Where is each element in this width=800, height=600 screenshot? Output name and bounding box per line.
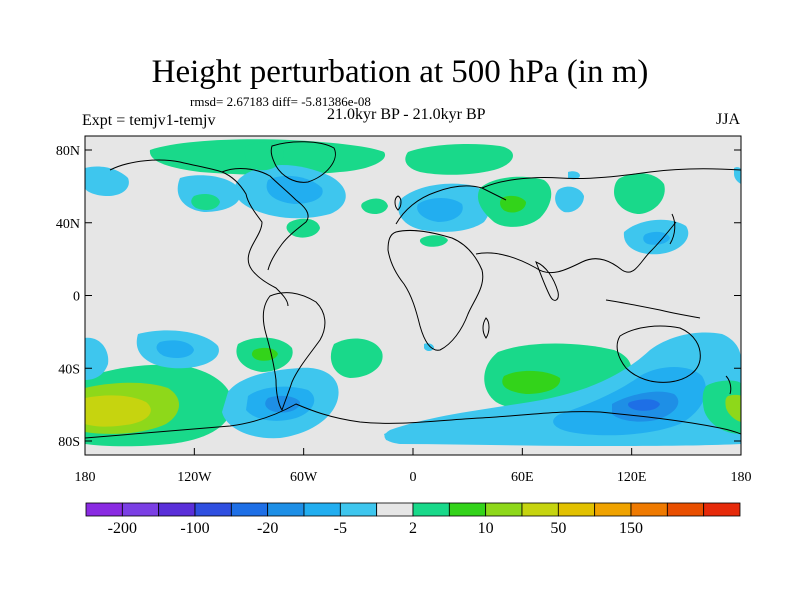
coast-madagascar	[482, 317, 490, 339]
lon-tick-label: 120E	[617, 470, 647, 485]
field-north-atlantic-high	[405, 144, 513, 175]
lon-tick-label: 180	[731, 470, 752, 485]
coast-africa	[387, 229, 484, 351]
colorbar-label: 150	[619, 520, 643, 537]
colorbar-swatch	[339, 502, 378, 517]
colorbar	[85, 502, 741, 517]
field-atlantic-high	[361, 198, 388, 214]
field-south-small-low	[384, 431, 406, 442]
colorbar-label: -100	[180, 520, 209, 537]
plot-title: Height perturbation at 500 hPa (in m)	[151, 54, 649, 90]
colorbar-label: -200	[108, 520, 137, 537]
field-siberia-high-core	[500, 195, 526, 213]
colorbar-labels: -200 -100 -20 -5 2 10 50 150	[108, 520, 643, 537]
colorbar-swatch	[267, 502, 305, 517]
colorbar-label: 2	[409, 520, 417, 537]
colorbar-label: -5	[334, 520, 347, 537]
lat-tick-label: 0	[73, 290, 80, 305]
field-north-asia-high	[614, 173, 665, 214]
coast-asia-south	[475, 221, 677, 274]
coast-europe	[395, 185, 507, 225]
field-south-america-high-core	[251, 347, 278, 361]
field-south-pacific-low-core	[156, 340, 194, 358]
colorbar-swatch	[158, 502, 196, 517]
colorbar-swatch	[557, 502, 596, 517]
colorbar-swatch	[85, 502, 123, 517]
colorbar-swatch	[376, 502, 414, 517]
lon-tick-label: 60E	[511, 470, 534, 485]
coast-indonesia	[605, 299, 701, 319]
coast-australia	[616, 325, 701, 383]
colorbar-swatch	[594, 502, 632, 517]
lon-tick-label: 0	[410, 470, 417, 485]
field-drake-low-core	[265, 395, 300, 413]
season-label: JJA	[716, 111, 741, 128]
coast-new-zealand	[725, 375, 732, 395]
colorbar-label: -20	[257, 520, 278, 537]
colorbar-swatch	[121, 502, 160, 517]
colorbar-label: 10	[478, 520, 494, 537]
colorbar-label: 50	[550, 520, 566, 537]
coast-asia	[481, 168, 741, 189]
field-east-edge-low	[734, 167, 741, 184]
experiment-label: Expt = temjv1-temjv	[82, 112, 216, 129]
colorbar-swatch	[630, 502, 668, 517]
field-arctic-small-low	[568, 171, 580, 180]
lon-tick-label: 60W	[290, 470, 318, 485]
field-south-pacific-yellow	[85, 395, 151, 427]
field-indian-ocean-high-core	[502, 370, 561, 394]
coastlines	[85, 141, 741, 439]
contour-fields	[85, 139, 741, 447]
field-mideast-high	[419, 235, 448, 247]
lat-tick-label: 40S	[58, 362, 80, 377]
lat-tick-label: 80S	[58, 435, 80, 450]
colorbar-swatch	[521, 502, 559, 517]
field-east-edge-high	[702, 380, 741, 434]
field-greenland-high	[244, 142, 284, 171]
lat-tick-label: 80N	[56, 144, 80, 159]
field-far-left-low	[85, 337, 109, 380]
colorbar-swatch	[448, 502, 487, 517]
coast-india	[535, 261, 559, 301]
colorbar-swatch	[194, 502, 232, 517]
colorbar-swatch	[666, 502, 705, 517]
coast-japan	[669, 213, 676, 245]
field-us-high	[286, 218, 320, 238]
period-label: 21.0kyr BP - 21.0kyr BP	[327, 106, 486, 123]
lon-tick-label: 120W	[177, 470, 212, 485]
field-southern-ocean-low-deep	[628, 399, 660, 411]
field-europe-low-core	[417, 198, 463, 222]
field-japan-low-core	[643, 231, 670, 245]
longitude-axis: 180 120W 60W 0 60E 120E 180	[75, 448, 752, 485]
colorbar-swatch	[703, 502, 741, 517]
coast-south-america	[262, 292, 326, 412]
latitude-axis: 80N 40N 0 40S 80S	[56, 144, 741, 450]
colorbar-swatch	[485, 502, 523, 517]
colorbar-swatch	[412, 502, 450, 517]
coast-greenland	[270, 141, 336, 183]
field-canada-high-small	[191, 194, 220, 210]
stats-line: rmsd= 2.67183 diff= -5.81386e-08	[190, 94, 371, 109]
field-central-asia-low	[555, 186, 584, 213]
field-south-africa-low	[424, 343, 434, 351]
coast-north-america	[109, 159, 289, 307]
colorbar-swatch	[303, 502, 341, 517]
field-south-atlantic-high	[330, 338, 383, 378]
field-north-pacific-low	[85, 166, 129, 196]
lat-tick-label: 40N	[56, 217, 80, 232]
colorbar-swatch	[230, 502, 269, 517]
lon-tick-label: 180	[75, 470, 96, 485]
coast-antarctica	[85, 403, 741, 439]
field-canada-low-core	[266, 175, 323, 204]
field-east-edge-high-core	[725, 394, 741, 422]
coast-north-america-east	[221, 168, 309, 271]
coast-uk	[394, 195, 402, 211]
